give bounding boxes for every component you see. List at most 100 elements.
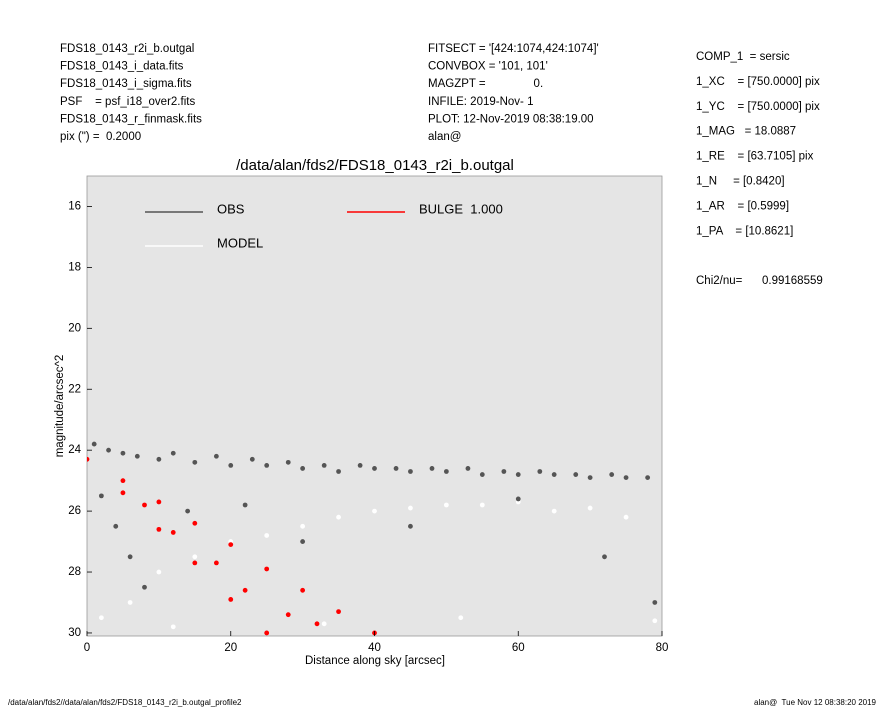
legend-label: BULGE 1.000 (419, 201, 503, 216)
data-point (127, 554, 133, 560)
data-point (228, 597, 234, 602)
data-point (336, 609, 341, 615)
data-point (587, 505, 593, 511)
data-point (501, 469, 507, 474)
y-tick-label: 20 (68, 322, 81, 334)
y-tick-label: 16 (68, 200, 81, 212)
header-left-line: FDS18_0143_i_data.fits (60, 61, 184, 73)
header-right-line: 1_PA = [10.8621] (696, 225, 793, 237)
header-left-line: FDS18_0143_r_finmask.fits (60, 113, 202, 125)
data-point (479, 502, 485, 508)
data-point (336, 469, 341, 474)
data-point (372, 466, 377, 471)
data-point (623, 475, 629, 480)
data-point (192, 459, 198, 465)
data-point (515, 496, 521, 502)
data-point (321, 463, 327, 468)
y-axis-label: magnitude/arcsec^2 (54, 355, 66, 458)
data-point (98, 615, 104, 621)
data-point (393, 466, 399, 471)
header-right-line: 1_YC = [750.0000] pix (696, 101, 820, 113)
data-point (652, 618, 658, 624)
y-tick-label: 26 (68, 505, 81, 517)
data-point (142, 584, 147, 590)
header-middle-line: INFILE: 2019-Nov- 1 (428, 96, 533, 108)
data-point (242, 502, 248, 508)
data-point (87, 456, 90, 462)
data-point (372, 508, 377, 514)
header-middle-line: MAGZPT = 0. (428, 78, 543, 90)
data-point (156, 526, 162, 532)
data-point (170, 530, 176, 535)
y-tick-label: 28 (68, 566, 81, 578)
data-point (357, 463, 363, 468)
data-point (134, 453, 140, 459)
data-point (645, 475, 651, 480)
x-axis-label: Distance along sky [arcsec] (305, 655, 445, 667)
data-point (264, 533, 270, 538)
data-point (408, 505, 413, 511)
header-left-line: FDS18_0143_r2i_b.outgal (60, 43, 194, 55)
data-point (321, 621, 327, 627)
data-point (120, 450, 126, 456)
data-point (142, 502, 147, 508)
plot-area (86, 175, 663, 637)
data-point (443, 502, 449, 508)
data-point (602, 554, 607, 560)
data-point (120, 478, 126, 484)
header-left-line: pix (") = 0.2000 (60, 131, 141, 143)
header-left-line: PSF = psf_i18_over2.fits (60, 96, 195, 108)
data-point (285, 612, 291, 618)
data-point (120, 490, 126, 496)
data-point (264, 463, 270, 468)
data-point (537, 469, 543, 474)
header-middle-line: alan@ (428, 131, 461, 143)
data-point (551, 472, 557, 477)
data-point (479, 472, 485, 477)
chi2-value: 0.99168559 (762, 275, 823, 287)
header-middle-line: PLOT: 12-Nov-2019 08:38:19.00 (428, 113, 594, 125)
data-point (587, 475, 593, 480)
data-point (192, 520, 198, 526)
data-point (429, 466, 435, 471)
y-tick-label: 18 (68, 261, 81, 273)
data-point (156, 499, 162, 505)
legend-label: OBS (217, 201, 245, 216)
header-right-line: 1_N = [0.8420] (696, 176, 785, 188)
data-point (170, 624, 176, 630)
header-middle-line: FITSECT = '[424:1074,424:1074]' (428, 43, 599, 55)
header-right-line: COMP_1 = sersic (696, 51, 790, 63)
x-tick-label: 0 (84, 642, 90, 654)
data-point (91, 441, 97, 447)
data-point (213, 560, 219, 566)
data-point (185, 508, 191, 514)
legend-label: MODEL (217, 235, 263, 250)
footer-left: /data/alan/fds2//data/alan/fds2/FDS18_01… (8, 698, 242, 707)
data-point (300, 466, 306, 471)
data-point (170, 450, 176, 456)
data-point (285, 459, 291, 465)
data-point (242, 587, 248, 593)
header-right-line: 1_RE = [63.7105] pix (696, 151, 814, 163)
x-tick-label: 80 (656, 642, 669, 654)
data-point (443, 469, 449, 474)
x-tick-label: 60 (512, 642, 525, 654)
data-point (106, 447, 111, 453)
data-point (465, 466, 471, 471)
header-right-line: 1_AR = [0.5999] (696, 200, 789, 212)
data-point (515, 472, 521, 477)
header-right-line: 1_MAG = 18.0887 (696, 126, 796, 138)
data-point (228, 463, 234, 468)
data-point (300, 523, 306, 529)
data-point (156, 569, 162, 575)
data-point (249, 456, 255, 462)
data-point (408, 469, 413, 474)
y-tick-label: 22 (68, 383, 81, 395)
y-tick-label: 30 (68, 627, 81, 639)
plot-marks (87, 441, 658, 636)
data-point (113, 523, 119, 529)
x-tick-label: 40 (368, 642, 381, 654)
data-point (652, 600, 658, 605)
data-point (264, 566, 270, 572)
